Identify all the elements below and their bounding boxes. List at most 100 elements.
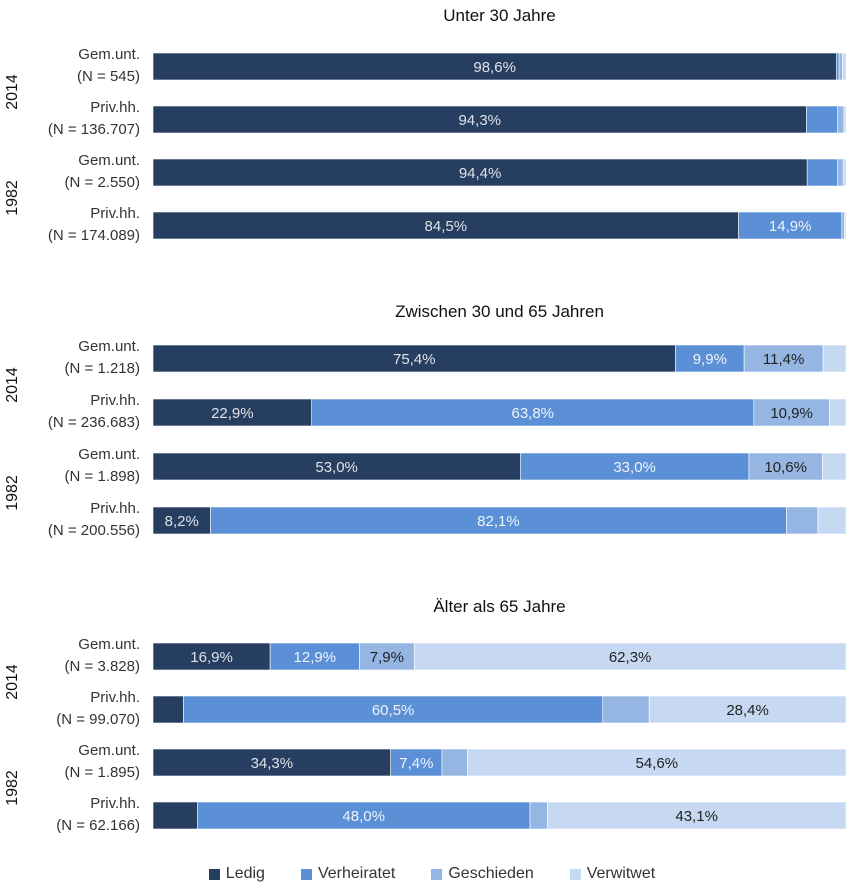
bar-value-label: 60,5% xyxy=(372,702,415,719)
bar-value-label: 98,6% xyxy=(473,59,516,76)
row-label-n: (N = 1.898) xyxy=(64,468,140,485)
bar-value-label: 53,0% xyxy=(315,459,358,476)
bar-segment-geschieden xyxy=(602,695,650,724)
bar-segment-verheiratet xyxy=(835,52,840,81)
row-label-n: (N = 200.556) xyxy=(47,522,140,539)
row-label: Priv.hh. (N = 236.683) xyxy=(0,390,140,434)
bar-segment-ledig xyxy=(152,211,739,240)
row-label-type: Gem.unt. xyxy=(78,338,140,355)
bar-segment-geschieden xyxy=(529,801,548,830)
bar-value-label: 8,2% xyxy=(165,513,199,530)
bar-segment-geschieden xyxy=(786,506,819,535)
bar-value-label: 62,3% xyxy=(609,649,652,666)
legend-swatch-verheiratet xyxy=(300,868,312,880)
bar-value-label: 82,1% xyxy=(477,513,520,530)
bar-segment-verheiratet xyxy=(738,211,843,240)
legend-item-ledig: Ledig xyxy=(208,865,265,883)
bar-segment-verheiratet xyxy=(806,158,838,187)
row-label-n: (N = 2.550) xyxy=(64,174,140,191)
bar-segment-verheiratet xyxy=(210,506,787,535)
legend-item-geschieden: Geschieden xyxy=(431,865,534,883)
row-label: Gem.unt. (N = 1.895) xyxy=(0,740,140,784)
bar-segment-ledig xyxy=(152,452,521,481)
bar-segment-verwitwet xyxy=(829,398,846,427)
bar-segment-verheiratet xyxy=(675,344,745,373)
legend-label-verheiratet: Verheiratet xyxy=(317,865,396,882)
bar-segment-geschieden xyxy=(837,105,845,134)
panel-title: Älter als 65 Jahre xyxy=(433,597,566,616)
bar-segment-ledig xyxy=(152,748,391,777)
bar-value-label: 10,6% xyxy=(764,459,807,476)
bar-value-label: 94,3% xyxy=(458,112,501,129)
bar-segment-verheiratet xyxy=(197,801,531,830)
row-label: Priv.hh. (N = 136.707) xyxy=(0,97,140,141)
row-label: Gem.unt. (N = 545) xyxy=(0,44,140,88)
legend-item-verheiratet: Verheiratet xyxy=(300,865,396,883)
row-label-type: Gem.unt. xyxy=(78,742,140,759)
row-label-n: (N = 136.707) xyxy=(47,121,140,138)
row-label-type: Gem.unt. xyxy=(78,152,140,169)
bar-segment-verwitwet xyxy=(822,452,846,481)
bar-value-label: 63,8% xyxy=(511,405,554,422)
bar-segment-ledig xyxy=(152,642,271,671)
bar-value-label: 22,9% xyxy=(211,405,254,422)
legend-swatch-verwitwet xyxy=(569,868,581,880)
bar-segment-ledig xyxy=(152,105,807,134)
row-label-n: (N = 545) xyxy=(77,68,140,85)
panel-title: Zwischen 30 und 65 Jahren xyxy=(395,302,604,321)
legend-label-geschieden: Geschieden xyxy=(448,865,534,882)
bar-segment-verheiratet xyxy=(269,642,360,671)
bar-segment-ledig xyxy=(152,158,808,187)
legend-label-verwitwet: Verwitwet xyxy=(586,865,656,882)
row-label: Priv.hh. (N = 62.166) xyxy=(0,793,140,837)
legend-label-ledig: Ledig xyxy=(225,865,265,882)
bar-segment-verwitwet xyxy=(822,344,846,373)
bar-segment-geschieden xyxy=(743,344,824,373)
bar-segment-geschieden xyxy=(441,748,468,777)
bar-value-label: 12,9% xyxy=(294,649,337,666)
legend-item-verwitwet: Verwitwet xyxy=(569,865,656,883)
row-label-n: (N = 3.828) xyxy=(64,658,140,675)
bar-value-label: 11,4% xyxy=(763,351,804,368)
row-label-type: Priv.hh. xyxy=(90,392,140,409)
row-label: Priv.hh. (N = 99.070) xyxy=(0,687,140,731)
row-label-type: Gem.unt. xyxy=(78,636,140,653)
row-label-type: Gem.unt. xyxy=(78,446,140,463)
row-label: Priv.hh. (N = 174.089) xyxy=(0,203,140,247)
bar-segment-verheiratet xyxy=(311,398,755,427)
bar-segment-geschieden xyxy=(838,52,843,81)
bar-segment-geschieden xyxy=(841,211,845,240)
panel-title: Unter 30 Jahre xyxy=(443,6,556,25)
bar-segment-verwitwet xyxy=(842,52,846,81)
legend-swatch-geschieden xyxy=(431,868,443,880)
bar-segment-ledig xyxy=(152,695,184,724)
bar-segment-geschieden xyxy=(359,642,415,671)
bar-value-label: 10,9% xyxy=(770,405,813,422)
bar-value-label: 43,1% xyxy=(675,808,718,825)
bar-value-label: 9,9% xyxy=(693,351,727,368)
row-label-type: Gem.unt. xyxy=(78,46,140,63)
bar-value-label: 28,4% xyxy=(726,702,769,719)
row-label-n: (N = 1.895) xyxy=(64,764,140,781)
bar-value-label: 16,9% xyxy=(190,649,233,666)
row-label: Gem.unt. (N = 1.898) xyxy=(0,444,140,488)
row-label-type: Priv.hh. xyxy=(90,99,140,116)
bar-value-label: 14,9% xyxy=(769,218,812,235)
legend: Ledig Verheiratet Geschieden Verwitwet xyxy=(0,862,846,886)
row-label-n: (N = 174.089) xyxy=(47,227,140,244)
row-label: Priv.hh. (N = 200.556) xyxy=(0,498,140,542)
row-label-n: (N = 1.218) xyxy=(64,360,140,377)
bar-value-label: 34,3% xyxy=(251,755,294,772)
bar-segment-geschieden xyxy=(837,158,844,187)
bar-value-label: 84,5% xyxy=(425,218,468,235)
row-label-n: (N = 99.070) xyxy=(56,711,140,728)
bar-value-label: 94,4% xyxy=(459,165,502,182)
row-label: Gem.unt. (N = 3.828) xyxy=(0,634,140,678)
row-label-type: Priv.hh. xyxy=(90,500,140,517)
bar-segment-verwitwet xyxy=(413,642,846,671)
bar-segment-verheiratet xyxy=(806,105,838,134)
bar-value-label: 75,4% xyxy=(393,351,436,368)
bar-segment-ledig xyxy=(152,801,198,830)
